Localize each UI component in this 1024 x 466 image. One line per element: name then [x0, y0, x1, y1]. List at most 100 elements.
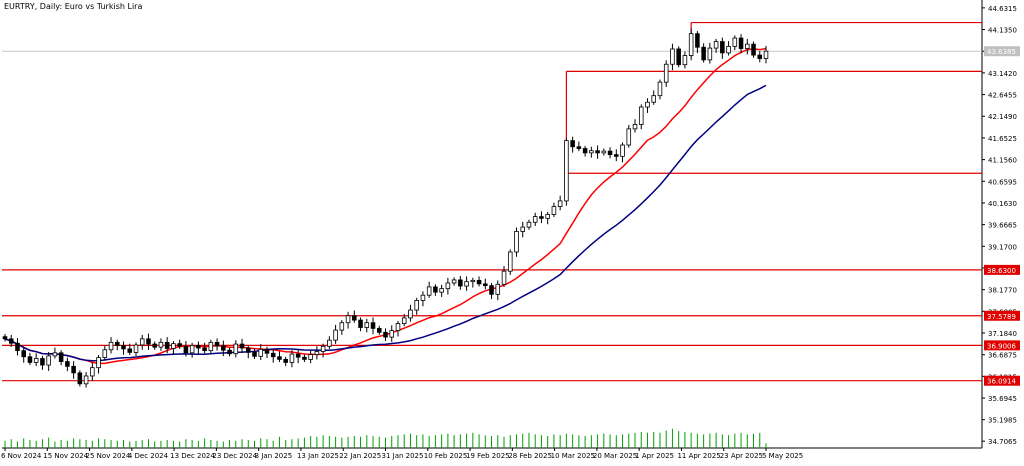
candle-body[interactable]: [514, 231, 519, 253]
candle-body[interactable]: [345, 315, 351, 324]
candle-body[interactable]: [745, 43, 750, 49]
candle-body[interactable]: [146, 338, 151, 345]
candle-body[interactable]: [202, 347, 207, 352]
candle-body[interactable]: [607, 150, 613, 156]
candle-body[interactable]: [15, 342, 20, 352]
candle-body[interactable]: [458, 279, 463, 287]
candle-body[interactable]: [582, 148, 588, 154]
candle-body[interactable]: [115, 341, 120, 346]
candle-body[interactable]: [389, 330, 395, 338]
candle-body[interactable]: [751, 43, 756, 56]
candle-body[interactable]: [433, 286, 438, 293]
candle-body[interactable]: [40, 358, 45, 366]
candle-body[interactable]: [8, 338, 14, 344]
candle-body[interactable]: [214, 341, 220, 347]
candle-body[interactable]: [71, 365, 76, 374]
candle-body[interactable]: [283, 358, 288, 363]
candle-body[interactable]: [439, 288, 444, 293]
candle-body[interactable]: [108, 341, 114, 351]
candle-body[interactable]: [470, 279, 476, 283]
candle-body[interactable]: [233, 343, 239, 355]
candle-body[interactable]: [688, 33, 694, 56]
candle-body[interactable]: [632, 124, 638, 130]
candle-body[interactable]: [507, 251, 513, 272]
candle-body[interactable]: [58, 352, 64, 362]
candle-body[interactable]: [626, 128, 632, 146]
candle-body[interactable]: [302, 356, 307, 360]
candle-body[interactable]: [52, 352, 58, 357]
candle-body[interactable]: [707, 47, 713, 61]
candle-body[interactable]: [227, 349, 232, 355]
candle-body[interactable]: [526, 221, 532, 228]
candle-body[interactable]: [451, 279, 457, 284]
candle-body[interactable]: [139, 338, 145, 346]
candle-body[interactable]: [239, 343, 245, 349]
candle-body[interactable]: [657, 81, 663, 97]
candle-body[interactable]: [277, 356, 282, 360]
candle-body[interactable]: [763, 50, 769, 59]
candle-body[interactable]: [426, 286, 432, 296]
candle-body[interactable]: [701, 46, 706, 61]
candle-body[interactable]: [252, 351, 257, 357]
candle-body[interactable]: [65, 361, 70, 367]
candle-body[interactable]: [327, 339, 332, 347]
candle-body[interactable]: [364, 322, 370, 328]
candle-body[interactable]: [221, 345, 226, 351]
candle-body[interactable]: [208, 341, 214, 352]
candle-body[interactable]: [620, 144, 625, 157]
candle-body[interactable]: [264, 348, 270, 354]
candle-body[interactable]: [564, 140, 569, 202]
candle-body[interactable]: [376, 327, 382, 333]
candle-body[interactable]: [164, 341, 170, 349]
candle-body[interactable]: [645, 101, 650, 108]
candle-body[interactable]: [520, 226, 526, 232]
candle-body[interactable]: [557, 200, 563, 207]
candle-body[interactable]: [370, 322, 376, 329]
candle-body[interactable]: [258, 348, 264, 357]
candles[interactable]: [2, 28, 769, 388]
candle-body[interactable]: [532, 216, 538, 223]
candle-body[interactable]: [177, 343, 182, 347]
candle-body[interactable]: [289, 353, 295, 363]
candle-body[interactable]: [314, 351, 320, 355]
candle-body[interactable]: [576, 146, 582, 149]
candle-body[interactable]: [295, 353, 301, 358]
candle-body[interactable]: [651, 95, 656, 103]
candle-body[interactable]: [339, 322, 345, 331]
candle-body[interactable]: [133, 344, 139, 353]
candle-body[interactable]: [726, 45, 731, 54]
candle-body[interactable]: [738, 37, 744, 49]
candle-body[interactable]: [102, 349, 108, 359]
candle-body[interactable]: [501, 270, 507, 285]
candle-body[interactable]: [414, 300, 419, 311]
candle-body[interactable]: [551, 206, 557, 215]
candle-body[interactable]: [46, 355, 51, 366]
candle-body[interactable]: [676, 48, 681, 66]
candle-body[interactable]: [464, 281, 469, 287]
candle-body[interactable]: [308, 354, 313, 360]
candle-body[interactable]: [171, 343, 176, 349]
candle-body[interactable]: [358, 319, 363, 328]
candle-body[interactable]: [695, 33, 700, 48]
candle-body[interactable]: [713, 41, 719, 49]
candle-body[interactable]: [663, 63, 669, 83]
candle-body[interactable]: [158, 341, 164, 348]
candle-body[interactable]: [270, 352, 276, 358]
candle-body[interactable]: [732, 37, 738, 47]
candle-body[interactable]: [90, 367, 95, 377]
candle-body[interactable]: [495, 283, 501, 295]
candle-body[interactable]: [757, 54, 763, 59]
candle-body[interactable]: [670, 48, 675, 65]
candle-body[interactable]: [77, 372, 83, 385]
candle-body[interactable]: [420, 294, 426, 301]
candle-body[interactable]: [333, 329, 338, 341]
candle-body[interactable]: [401, 317, 407, 324]
candle-body[interactable]: [638, 106, 644, 125]
candle-body[interactable]: [96, 357, 101, 369]
candle-body[interactable]: [27, 356, 33, 363]
candle-body[interactable]: [601, 150, 607, 154]
candle-body[interactable]: [83, 375, 89, 385]
candle-body[interactable]: [445, 282, 451, 290]
candle-body[interactable]: [720, 41, 725, 54]
